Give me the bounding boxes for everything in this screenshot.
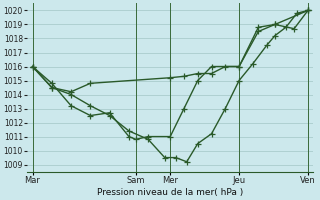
X-axis label: Pression niveau de la mer( hPa ): Pression niveau de la mer( hPa ) bbox=[97, 188, 243, 197]
